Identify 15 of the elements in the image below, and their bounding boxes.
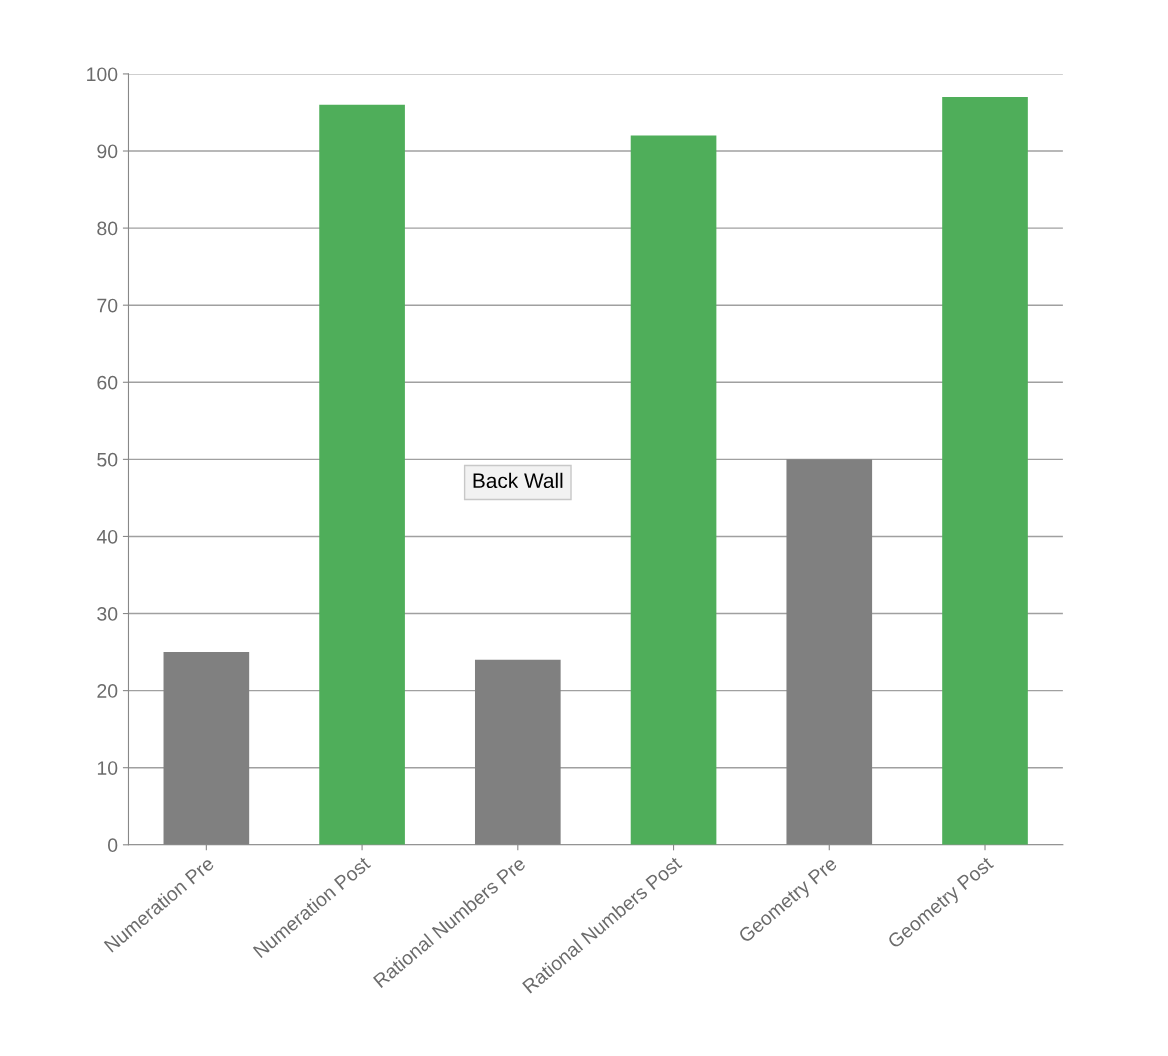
y-tick-label: 0 <box>108 838 118 853</box>
y-tick-label: 50 <box>97 452 118 467</box>
y-tick-label: 90 <box>97 144 118 159</box>
y-tick-label: 60 <box>97 375 118 390</box>
y-tick-label: 20 <box>97 684 118 698</box>
y-tick-label: 10 <box>97 761 118 775</box>
bar <box>319 104 405 845</box>
bar <box>942 97 1028 845</box>
y-tick-label: 100 <box>87 67 118 82</box>
bar <box>630 135 717 845</box>
annotation: Back Wall <box>473 472 563 489</box>
y-tick-label: 80 <box>97 221 118 236</box>
y-tick-label: 30 <box>97 607 118 621</box>
y-tick-label: 70 <box>97 298 118 313</box>
y-tick-label: 40 <box>96 529 118 544</box>
